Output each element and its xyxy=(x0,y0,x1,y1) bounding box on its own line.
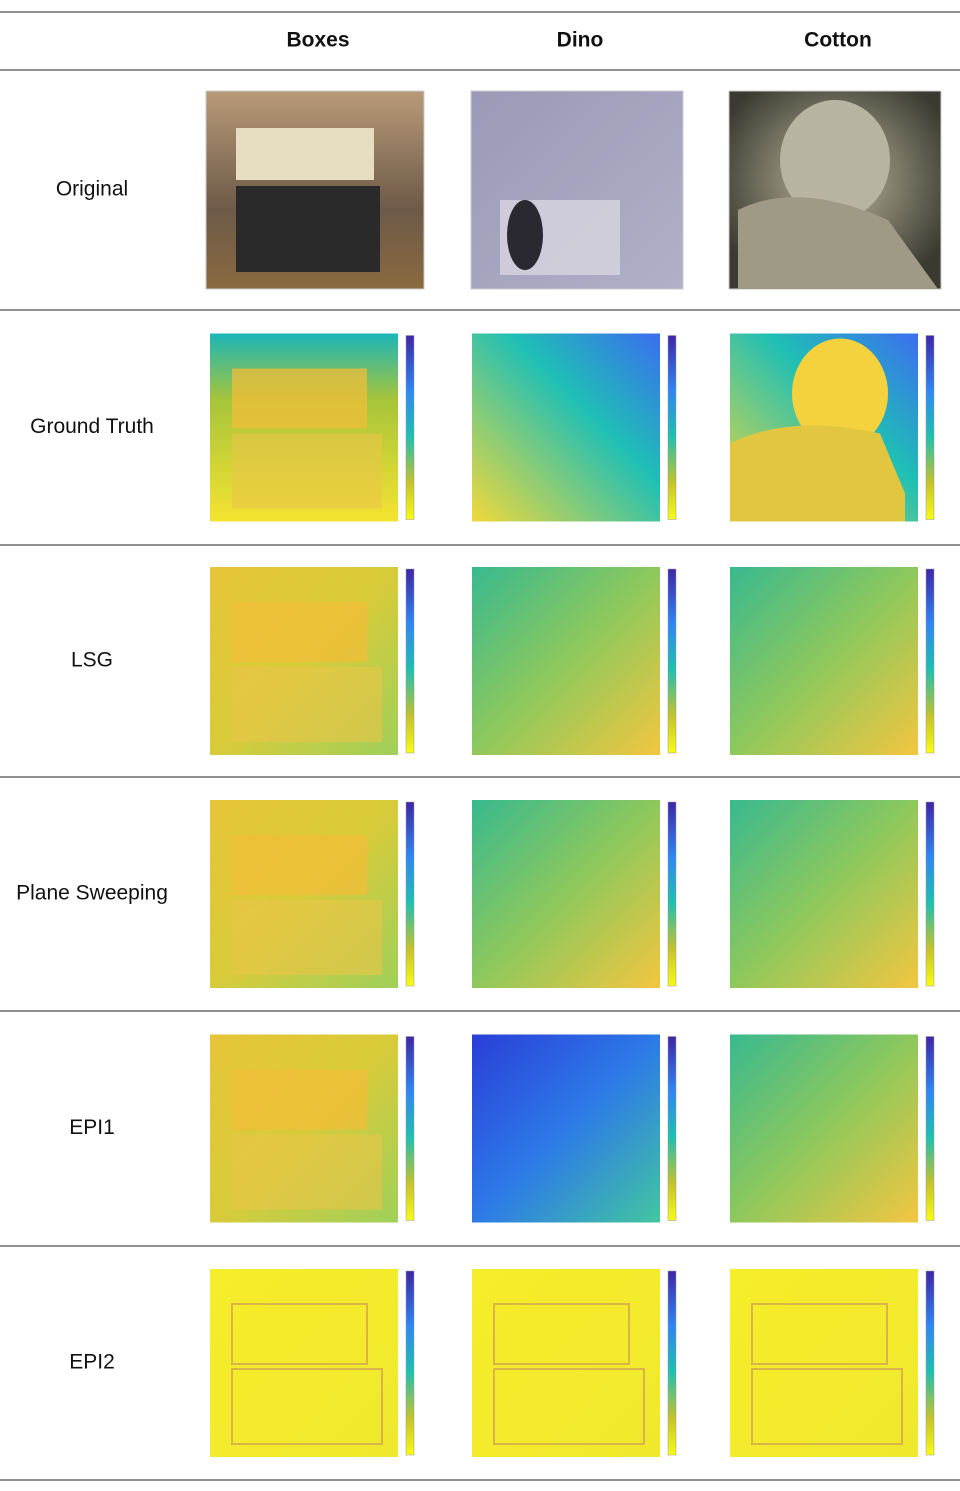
row-label: EPI1 xyxy=(69,1116,115,1139)
image-cell xyxy=(472,1269,677,1457)
photo-detail xyxy=(236,128,374,180)
colorbar xyxy=(925,335,935,520)
depth-map xyxy=(730,567,918,755)
depth-detail xyxy=(232,368,367,429)
depth-detail xyxy=(493,1368,645,1445)
depth-detail xyxy=(232,667,382,742)
photo-detail xyxy=(507,200,543,270)
colorbar xyxy=(667,568,677,754)
depth-map xyxy=(472,567,660,755)
colorbar xyxy=(405,1036,415,1221)
colorbar xyxy=(405,801,415,987)
image-cell xyxy=(472,800,677,988)
image-cell xyxy=(472,1034,677,1223)
colorbar xyxy=(667,1036,677,1221)
column-header: Boxes xyxy=(286,29,349,52)
row-label: Plane Sweeping xyxy=(16,882,168,905)
depth-detail xyxy=(232,835,367,895)
row-label: LSG xyxy=(71,649,113,672)
photo-detail xyxy=(738,197,938,289)
colorbar xyxy=(925,568,935,754)
depth-detail xyxy=(232,1069,367,1130)
row-label: Ground Truth xyxy=(30,415,154,438)
image-cell xyxy=(205,90,425,290)
image-cell xyxy=(210,333,415,522)
colorbar xyxy=(667,335,677,520)
depth-detail xyxy=(232,602,367,662)
depth-detail xyxy=(232,1134,382,1210)
depth-detail xyxy=(493,1303,630,1365)
image-cell xyxy=(210,567,415,755)
depth-detail xyxy=(751,1303,888,1365)
photo-detail xyxy=(780,100,890,220)
colorbar xyxy=(925,1270,935,1456)
depth-detail xyxy=(751,1368,903,1445)
depth-map xyxy=(730,800,918,988)
colorbar xyxy=(667,801,677,987)
colorbar xyxy=(405,335,415,520)
image-cell xyxy=(210,1034,415,1223)
depth-detail xyxy=(232,433,382,509)
depth-map xyxy=(730,1034,918,1223)
image-cell xyxy=(730,800,935,988)
image-cell xyxy=(210,1269,415,1457)
image-cell xyxy=(472,567,677,755)
image-cell xyxy=(728,90,942,290)
column-header: Cotton xyxy=(804,29,872,52)
depth-map xyxy=(472,333,660,522)
image-cell xyxy=(472,333,677,522)
row-label: EPI2 xyxy=(69,1351,115,1374)
depth-detail xyxy=(231,1303,368,1365)
colorbar xyxy=(405,1270,415,1456)
column-header: Dino xyxy=(557,29,604,52)
photo-detail xyxy=(236,186,380,272)
depth-map xyxy=(472,800,660,988)
image-cell xyxy=(470,90,684,290)
depth-detail xyxy=(792,338,888,449)
depth-detail xyxy=(730,425,905,522)
depth-detail xyxy=(232,900,382,975)
depth-detail xyxy=(231,1368,383,1445)
row-label: Original xyxy=(56,178,128,201)
colorbar xyxy=(405,568,415,754)
image-cell xyxy=(730,333,935,522)
colorbar xyxy=(925,1036,935,1221)
colorbar xyxy=(667,1270,677,1456)
image-cell xyxy=(730,1034,935,1223)
image-cell xyxy=(210,800,415,988)
image-cell xyxy=(730,1269,935,1457)
colorbar xyxy=(925,801,935,987)
image-cell xyxy=(730,567,935,755)
depth-map xyxy=(472,1034,660,1223)
